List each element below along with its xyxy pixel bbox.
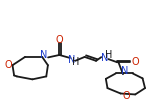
Text: O: O [131,57,139,67]
Text: O: O [4,60,12,70]
Text: H: H [105,50,112,60]
Text: N: N [40,50,47,60]
Text: N: N [101,53,108,63]
Text: N: N [121,66,128,76]
Text: O: O [55,35,63,45]
Text: H: H [72,57,79,67]
Text: O: O [122,91,130,101]
Text: N: N [68,55,75,65]
